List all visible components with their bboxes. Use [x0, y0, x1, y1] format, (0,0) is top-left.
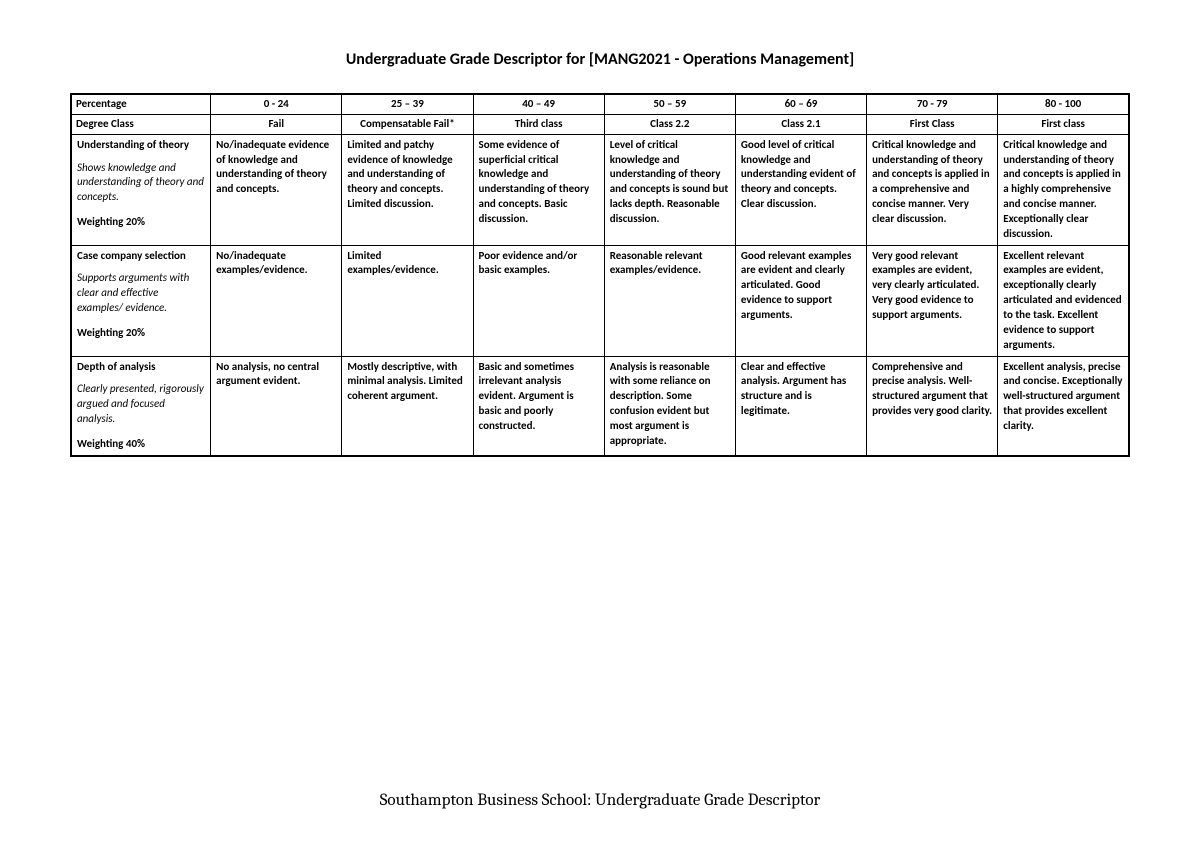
criterion-0-cell-6: Critical knowledge and understanding of …: [998, 134, 1129, 245]
criterion-0-name: Understanding of theory: [77, 138, 205, 153]
criterion-2-cell-2: Basic and sometimes irrelevant analysis …: [473, 356, 604, 456]
header-col-0-range: 0 - 24: [211, 94, 342, 114]
criterion-1-cell-0: No/inadequate examples/evidence.: [211, 245, 342, 356]
criterion-0-label-cell: Understanding of theory Shows knowledge …: [71, 134, 211, 245]
criterion-0-cell-2: Some evidence of superficial critical kn…: [473, 134, 604, 245]
header-col-0-class: Fail: [211, 114, 342, 134]
header-col-2-range: 40 – 49: [473, 94, 604, 114]
criterion-1-cell-4: Good relevant examples are evident and c…: [735, 245, 866, 356]
criterion-1-cell-3: Reasonable relevant examples/evidence.: [604, 245, 735, 356]
criterion-1-cell-6: Excellent relevant examples are evident,…: [998, 245, 1129, 356]
criterion-1-cell-1: Limited examples/evidence.: [342, 245, 473, 356]
criterion-row-1: Case company selection Supports argument…: [71, 245, 1129, 356]
criterion-2-name: Depth of analysis: [77, 360, 205, 375]
criterion-1-cell-5: Very good relevant examples are evident,…: [867, 245, 998, 356]
criterion-2-weight: Weighting 40%: [77, 437, 205, 452]
criterion-2-label-cell: Depth of analysis Clearly presented, rig…: [71, 356, 211, 456]
criterion-0-weight: Weighting 20%: [77, 215, 205, 230]
criterion-row-2: Depth of analysis Clearly presented, rig…: [71, 356, 1129, 456]
header-col-3-class: Class 2.2: [604, 114, 735, 134]
criterion-2-cell-6: Excellent analysis, precise and concise.…: [998, 356, 1129, 456]
header-col-5-class: First Class: [867, 114, 998, 134]
criterion-2-desc: Clearly presented, rigorously argued and…: [77, 382, 205, 427]
header-percentage-label: Percentage: [71, 94, 211, 114]
criterion-0-cell-3: Level of critical knowledge and understa…: [604, 134, 735, 245]
criterion-0-cell-1: Limited and patchy evidence of knowledge…: [342, 134, 473, 245]
rubric-table: Percentage 0 - 24 25 – 39 40 – 49 50 – 5…: [70, 93, 1130, 457]
criterion-1-label-cell: Case company selection Supports argument…: [71, 245, 211, 356]
header-col-3-range: 50 – 59: [604, 94, 735, 114]
criterion-1-name: Case company selection: [77, 249, 205, 264]
header-col-6-range: 80 - 100: [998, 94, 1129, 114]
criterion-0-cell-4: Good level of critical knowledge and und…: [735, 134, 866, 245]
page: Undergraduate Grade Descriptor for [MANG…: [0, 0, 1200, 848]
header-col-2-class: Third class: [473, 114, 604, 134]
criterion-1-weight: Weighting 20%: [77, 326, 205, 341]
criterion-2-cell-1: Mostly descriptive, with minimal analysi…: [342, 356, 473, 456]
criterion-1-desc: Supports arguments with clear and effect…: [77, 271, 205, 316]
header-col-5-range: 70 - 79: [867, 94, 998, 114]
header-col-1-range: 25 – 39: [342, 94, 473, 114]
header-col-4-class: Class 2.1: [735, 114, 866, 134]
page-title: Undergraduate Grade Descriptor for [MANG…: [70, 50, 1130, 69]
criterion-2-cell-5: Comprehensive and precise analysis. Well…: [867, 356, 998, 456]
page-footer: Southampton Business School: Undergradua…: [0, 791, 1200, 810]
criterion-2-cell-0: No analysis, no central argument evident…: [211, 356, 342, 456]
criterion-2-cell-3: Analysis is reasonable with some relianc…: [604, 356, 735, 456]
criterion-1-cell-2: Poor evidence and/or basic examples.: [473, 245, 604, 356]
header-row-degree-class: Degree Class Fail Compensatable Fail* Th…: [71, 114, 1129, 134]
header-col-6-class: First class: [998, 114, 1129, 134]
header-col-1-class: Compensatable Fail*: [342, 114, 473, 134]
header-col-4-range: 60 – 69: [735, 94, 866, 114]
header-row-percentage: Percentage 0 - 24 25 – 39 40 – 49 50 – 5…: [71, 94, 1129, 114]
header-degree-class-label: Degree Class: [71, 114, 211, 134]
criterion-0-desc: Shows knowledge and understanding of the…: [77, 161, 205, 206]
criterion-0-cell-5: Critical knowledge and understanding of …: [867, 134, 998, 245]
criterion-2-cell-4: Clear and effective analysis. Argument h…: [735, 356, 866, 456]
criterion-0-cell-0: No/inadequate evidence of knowledge and …: [211, 134, 342, 245]
criterion-row-0: Understanding of theory Shows knowledge …: [71, 134, 1129, 245]
